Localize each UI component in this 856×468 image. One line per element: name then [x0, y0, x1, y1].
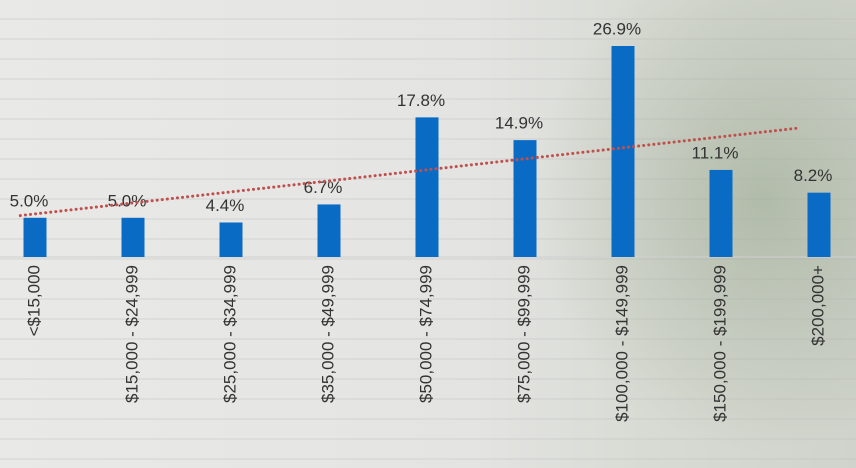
bar [416, 117, 439, 257]
value-label: 26.9% [593, 19, 641, 38]
x-tick-label: <$15,000 [24, 265, 43, 336]
value-label: 11.1% [692, 143, 739, 162]
bar [122, 218, 145, 257]
value-label: 4.4% [206, 196, 245, 215]
value-label: 6.7% [304, 178, 343, 197]
x-tick-label: $200,000+ [808, 265, 827, 346]
x-tick-label: $50,000 - $74,999 [416, 265, 435, 403]
value-label: 5.0% [108, 191, 147, 210]
bar [612, 46, 635, 257]
page: 5.0% <$15,000 5.0% $15,000 - $24,999 4.4% $25… [0, 0, 856, 468]
x-tick-label: $15,000 - $24,999 [122, 265, 141, 403]
x-tick-label: $100,000 - $149,999 [612, 265, 631, 422]
value-label: 5.0% [10, 191, 49, 210]
value-label: 8.2% [794, 166, 833, 185]
bar [220, 222, 243, 257]
bar [318, 204, 341, 257]
value-label: 17.8% [397, 91, 445, 110]
bar [710, 170, 733, 257]
value-label: 14.9% [495, 114, 543, 133]
trendline [20, 128, 799, 216]
bar [24, 218, 47, 257]
x-tick-label: $35,000 - $49,999 [318, 265, 337, 403]
x-tick-label: $25,000 - $34,999 [220, 265, 239, 403]
chart: 5.0% <$15,000 5.0% $15,000 - $24,999 4.4% $25… [0, 0, 856, 468]
bar [808, 193, 831, 257]
x-tick-label: $75,000 - $99,999 [514, 265, 533, 403]
x-tick-label: $150,000 - $199,999 [710, 265, 729, 422]
